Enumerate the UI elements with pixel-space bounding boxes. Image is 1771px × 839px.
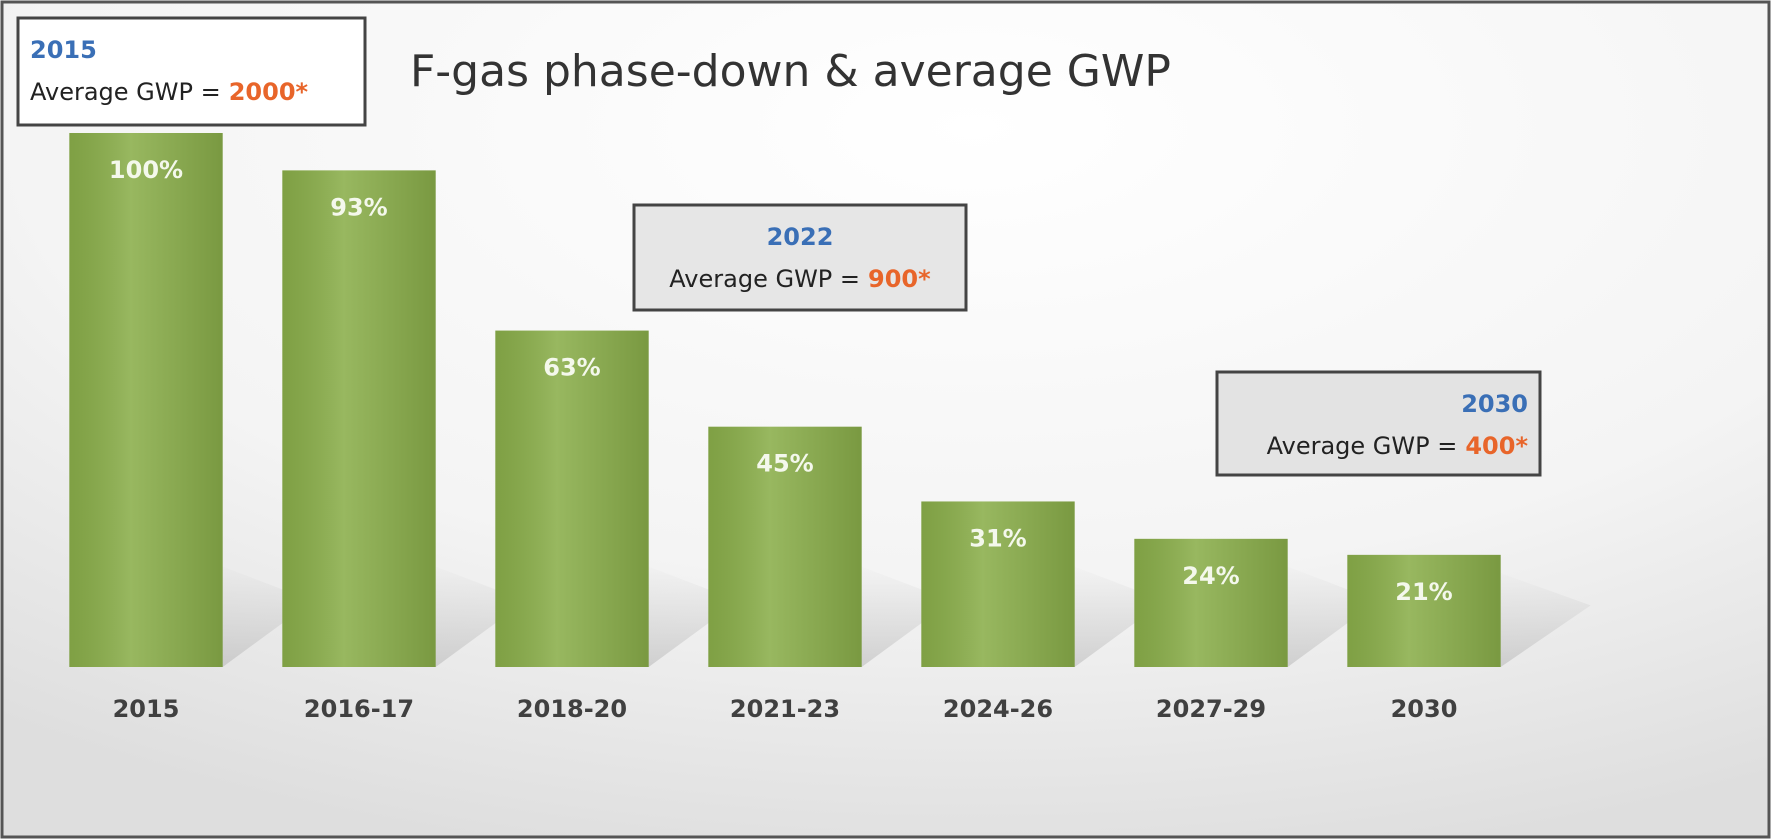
- annotation-label: Average GWP =: [669, 265, 860, 293]
- data-label: 63%: [543, 354, 600, 382]
- x-tick-label: 2015: [113, 695, 180, 723]
- annotation-box: [1215, 370, 1542, 477]
- x-tick-label: 2021-23: [730, 695, 840, 723]
- data-label: 45%: [756, 450, 813, 478]
- annotation-value: 2000*: [229, 78, 309, 106]
- x-tick-label: 2024-26: [943, 695, 1053, 723]
- annotation-box: [16, 16, 367, 127]
- bar-shade: [708, 426, 862, 667]
- bar-shade: [495, 330, 649, 667]
- annotation-year: 2015: [30, 36, 97, 64]
- annotation-label: Average GWP =: [1267, 432, 1458, 460]
- data-label: 100%: [109, 156, 183, 184]
- bar-shade: [69, 133, 223, 667]
- data-label: 21%: [1395, 578, 1452, 606]
- bar-shade: [1134, 538, 1288, 667]
- annotation-value: 900*: [868, 265, 931, 293]
- bar-shade: [1347, 554, 1501, 667]
- annotation-label: Average GWP =: [30, 78, 221, 106]
- chart-title: F-gas phase-down & average GWP: [410, 46, 1171, 97]
- annotation-text: Average GWP = 400*: [1267, 432, 1529, 460]
- data-label: 24%: [1182, 562, 1239, 590]
- annotation-year: 2030: [1461, 390, 1528, 418]
- x-tick-label: 2018-20: [517, 695, 627, 723]
- x-tick-label: 2027-29: [1156, 695, 1266, 723]
- bar-shade: [921, 501, 1075, 667]
- annotation-year: 2022: [767, 223, 834, 251]
- data-label: 31%: [969, 524, 1026, 552]
- annotation-value: 400*: [1465, 432, 1528, 460]
- annotation-text: Average GWP = 2000*: [30, 78, 309, 106]
- x-tick-label: 2030: [1391, 695, 1458, 723]
- x-tick-label: 2016-17: [304, 695, 414, 723]
- data-label: 93%: [330, 193, 387, 221]
- bar-shade: [282, 170, 436, 667]
- annotation-box: [632, 203, 968, 312]
- annotation-text: Average GWP = 900*: [669, 265, 931, 293]
